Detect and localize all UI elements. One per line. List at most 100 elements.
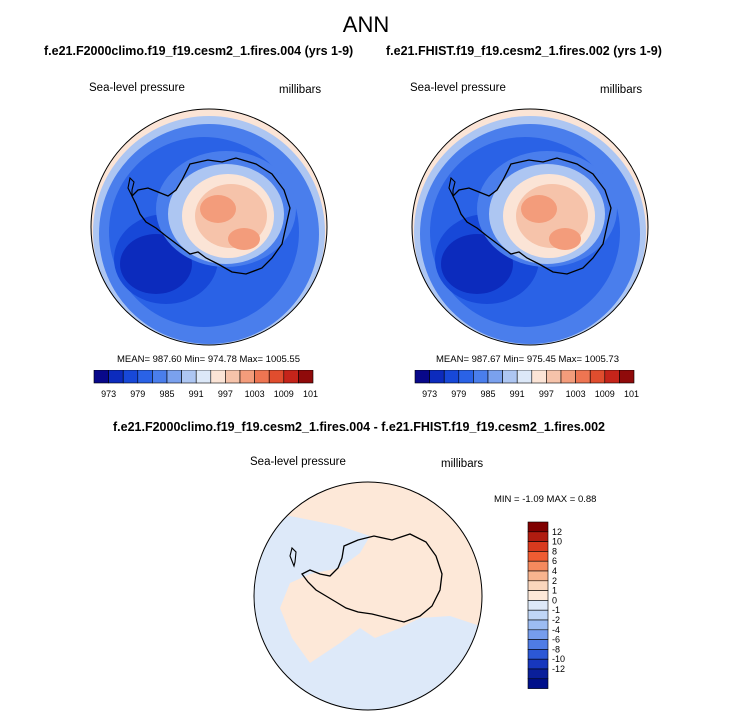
difference-title: f.e21.F2000climo.f19_f19.cesm2_1.fires.0… (113, 420, 605, 434)
difference-colorbar-label: -6 (552, 635, 560, 645)
difference-coastline (301, 533, 443, 623)
difference-variable-label: Sea-level pressure (250, 456, 346, 468)
difference-colorbar-label: 0 (552, 595, 557, 605)
left-colorbar-swatch (122, 370, 139, 384)
difference-colorbar-label: -2 (552, 615, 560, 625)
difference-colorbar-label: -10 (552, 654, 565, 664)
right-colorbar-label: 991 (510, 389, 525, 399)
difference-colorbar-swatch (527, 531, 549, 542)
difference-colorbar-label: 12 (552, 527, 562, 537)
right-case-title: f.e21.FHIST.f19_f19.cesm2_1.fires.002 (y… (386, 44, 662, 58)
main-title: ANN (342, 12, 390, 37)
right-units-label: millibars (600, 84, 643, 96)
left-colorbar-swatch (239, 370, 255, 384)
difference-colorbar-swatch (527, 619, 549, 631)
left-case-title: f.e21.F2000climo.f19_f19.cesm2_1.fires.0… (44, 44, 354, 58)
left-colorbar-swatch (283, 370, 299, 384)
right-pressure-field (412, 109, 648, 345)
difference-colorbar-label: 1 (552, 586, 557, 596)
left-colorbar-label: 979 (130, 389, 145, 399)
left-colorbar-label: 991 (189, 389, 204, 399)
left-colorbar-label: 1015 (303, 389, 318, 399)
right-colorbar-swatch (531, 370, 547, 384)
right-colorbar-swatch (414, 370, 430, 384)
difference-colorbar-label: 4 (552, 566, 557, 576)
right-colorbar-label: 1009 (595, 389, 615, 399)
difference-colorbar-label: -4 (552, 625, 560, 635)
left-coastline (131, 157, 291, 275)
right-variable-label: Sea-level pressure (410, 82, 506, 94)
difference-colorbar-swatch (527, 658, 549, 670)
difference-colorbar-swatch (527, 590, 549, 601)
difference-colorbar-label: 10 (552, 537, 562, 547)
right-colorbar-swatch (619, 370, 635, 384)
left-stats: MEAN= 987.60 Min= 974.78 Max= 1005.55 (117, 354, 300, 365)
right-colorbar-swatch (473, 370, 489, 384)
right-colorbar-swatch (458, 370, 474, 384)
difference-colorbar-swatch (527, 541, 549, 552)
right-colorbar: 973 979 985 991 997 1003 1009 1015 (414, 370, 639, 399)
difference-colorbar-swatch (527, 629, 549, 640)
difference-colorbar-swatch (527, 639, 549, 650)
right-colorbar-swatch (516, 370, 533, 384)
left-colorbar-swatch (137, 370, 153, 384)
left-units-label: millibars (279, 84, 322, 96)
difference-colorbar-swatch (527, 609, 549, 621)
difference-colorbar-swatch (527, 649, 549, 660)
right-colorbar-swatch (604, 370, 620, 384)
right-colorbar-swatch (575, 370, 591, 384)
left-colorbar-swatch (298, 370, 314, 384)
right-colorbar-label: 979 (451, 389, 466, 399)
left-colorbar-label: 997 (218, 389, 233, 399)
difference-colorbar-label: 6 (552, 556, 557, 566)
difference-colorbar-swatch (527, 580, 549, 591)
left-colorbar-swatch (210, 370, 226, 384)
difference-colorbar-swatch (527, 678, 549, 689)
difference-colorbar-swatch (527, 570, 549, 582)
right-colorbar-swatch (502, 370, 518, 384)
right-colorbar-label: 997 (539, 389, 554, 399)
right-colorbar-label: 1015 (624, 389, 639, 399)
right-polar-map (411, 108, 649, 346)
right-colorbar-swatch (487, 370, 503, 384)
left-colorbar-swatch (268, 370, 285, 384)
left-colorbar-swatch (152, 370, 168, 384)
right-stats: MEAN= 987.67 Min= 975.45 Max= 1005.73 (436, 354, 619, 365)
difference-colorbar-label: -12 (552, 664, 565, 674)
difference-colorbar-label: 2 (552, 576, 557, 586)
right-colorbar-label: 1003 (566, 389, 586, 399)
left-polar-map (90, 108, 328, 346)
left-pressure-field (91, 109, 327, 345)
left-variable-label: Sea-level pressure (89, 82, 185, 94)
left-colorbar-swatch (166, 370, 182, 384)
right-colorbar-swatch (443, 370, 460, 384)
left-colorbar-swatch (254, 370, 270, 384)
difference-stats: MIN = -1.09 MAX = 0.88 (494, 494, 597, 505)
right-colorbar-swatch (560, 370, 576, 384)
left-colorbar-label: 973 (101, 389, 116, 399)
left-colorbar-swatch (181, 370, 197, 384)
left-colorbar-swatch (108, 370, 124, 384)
difference-polar-map (253, 481, 483, 711)
left-colorbar: 973 979 985 991 997 1003 1009 1015 (93, 370, 318, 399)
difference-colorbar-swatch (527, 668, 549, 680)
difference-colorbar-swatch (527, 600, 549, 611)
difference-units-label: millibars (441, 458, 484, 470)
difference-field (254, 482, 482, 710)
left-colorbar-label: 1009 (274, 389, 294, 399)
left-colorbar-swatch (195, 370, 212, 384)
left-colorbar-label: 1003 (245, 389, 265, 399)
difference-colorbar-swatch (527, 521, 549, 533)
right-colorbar-swatch (546, 370, 562, 384)
left-colorbar-swatch (93, 370, 109, 384)
difference-colorbar-swatch (527, 560, 549, 572)
right-colorbar-label: 985 (480, 389, 495, 399)
difference-colorbar-swatch (527, 551, 549, 562)
difference-colorbar-label: 8 (552, 546, 557, 556)
right-colorbar-swatch (589, 370, 606, 384)
right-coastline (452, 157, 612, 275)
right-colorbar-swatch (429, 370, 445, 384)
left-colorbar-swatch (225, 370, 241, 384)
difference-colorbar-label: -8 (552, 644, 560, 654)
